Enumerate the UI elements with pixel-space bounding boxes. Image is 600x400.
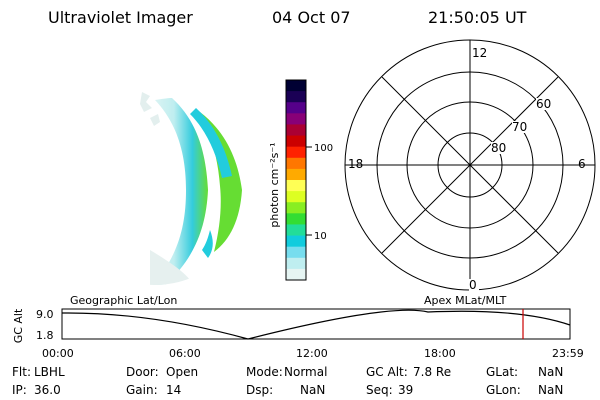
colorbar-tick-100: 100 [314,143,333,154]
door-label: Door: [126,365,159,379]
label-bg [471,47,487,59]
glat-value: NaN [538,365,564,379]
colorbar-segment [286,146,306,159]
dsp-label: Dsp: [246,383,274,397]
seq-value: 39 [398,383,414,397]
polar-diagonal [381,76,559,254]
seq-label: Seq: [366,383,393,397]
arc-edge [190,108,232,178]
colorbar-segment [286,224,306,237]
label-bg [536,98,554,110]
glon-label: GLon: [486,383,521,397]
dayside-glow [146,98,208,285]
label-bg [512,121,530,133]
auroral-image [140,92,242,285]
mode-label: Mode: [246,365,283,379]
colorbar-segment [286,268,306,281]
x-tick-2359: 23:59 [552,347,584,360]
speckle [150,114,160,126]
colorbar-segment [286,168,306,181]
date-label: 04 Oct 07 [272,8,351,27]
timeline-axis-label: GC Alt [12,308,25,343]
lat-label-80: 80 [491,141,506,155]
colorbar-segment [286,91,306,103]
colorbar-segment [286,124,306,137]
label-bg [491,142,509,154]
timeline-x-ticks: 00:00 06:00 12:00 18:00 23:59 [42,347,584,360]
flt-value: LBHL [34,365,65,379]
instrument-title: Ultraviolet Imager [48,8,193,27]
colorbar-segment [286,257,306,270]
colorbar-segment [286,213,306,226]
ip-value: 36.0 [34,383,61,397]
colorbar-segment [286,202,306,214]
timeline-y-tick-top: 9.0 [36,308,54,321]
altitude-curve [61,309,571,340]
mlt-label-0: 0 [469,278,477,292]
time-label: 21:50:05 UT [428,8,527,27]
door-value: Open [166,365,199,379]
label-bg [469,279,479,291]
timeline-right-caption: Apex MLat/MLT [424,294,507,307]
flt-label: Flt: [12,365,31,379]
timeline-frame [61,308,571,340]
mlt-label-12: 12 [472,46,487,60]
polar-labels: 12 18 6 0 60 70 80 [348,46,586,292]
x-tick-0000: 00:00 [42,347,74,360]
colorbar-segment [286,157,306,170]
lat-label-60: 60 [536,97,551,111]
mlt-label-18: 18 [348,157,363,171]
timeline-left-caption: Geographic Lat/Lon [70,294,177,307]
dsp-value: NaN [300,383,326,397]
glat-label: GLat: [486,365,519,379]
colorbar-segment [286,80,306,92]
colorbar-segment [286,246,306,259]
x-tick-1200: 12:00 [296,347,328,360]
colorbar-segment [286,191,306,203]
colorbar-segment [286,113,306,126]
gain-label: Gain: [126,383,158,397]
mlt-label-6: 6 [578,157,586,171]
colorbar-unit-label: photon cm⁻²s⁻¹ [268,142,281,227]
arc-edge-lower [202,230,213,258]
timeline-y-tick-bottom: 1.8 [36,329,54,342]
gcalt-label: GC Alt: [366,365,408,379]
colorbar-segment [286,180,306,192]
mode-value: Normal [284,365,328,379]
glon-value: NaN [538,383,564,397]
x-tick-0600: 06:00 [169,347,201,360]
bright-arc [200,112,242,252]
gain-value: 14 [166,383,182,397]
colorbar-segment [286,235,306,248]
colorbar-segment [286,102,306,114]
gcalt-value: 7.8 Re [413,365,452,379]
lat-label-70: 70 [512,120,527,134]
ip-label: IP: [12,383,27,397]
polar-grid [344,39,596,291]
timeline-panel: Geographic Lat/Lon Apex MLat/MLT GC Alt … [12,294,584,360]
colorbar: 100 10 photon cm⁻²s⁻¹ [268,79,333,281]
colorbar-frame [285,79,307,281]
colorbar-segment [286,135,306,148]
speckle [140,92,152,112]
colorbar-tick-10: 10 [314,231,327,242]
x-tick-1800: 18:00 [424,347,456,360]
